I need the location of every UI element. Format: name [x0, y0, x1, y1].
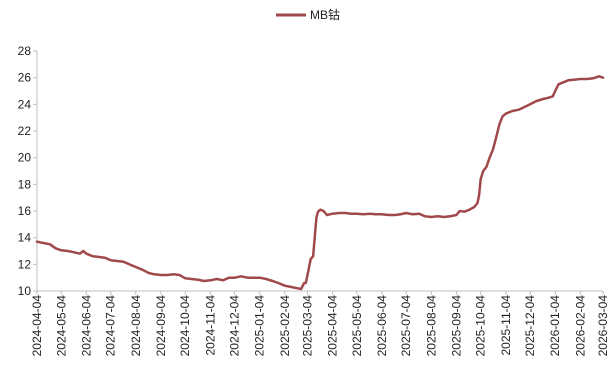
y-tick-label: 24 — [18, 97, 32, 111]
legend-label: MB钴 — [310, 7, 340, 22]
x-tick-label: 2025-09-04 — [449, 295, 463, 357]
y-tick-label: 14 — [18, 231, 32, 245]
x-tick-label: 2024-11-04 — [203, 295, 217, 356]
y-tick-label: 10 — [18, 284, 32, 298]
y-axis-ticks: 10 12 14 16 18 20 22 24 26 28 — [18, 44, 37, 298]
x-tick-label: 2026-03-04 — [596, 295, 608, 357]
x-tick-label: 2024-08-04 — [129, 295, 143, 357]
x-tick-label: 2024-09-04 — [154, 295, 168, 357]
x-tick-label: 2024-07-04 — [104, 295, 118, 357]
y-tick-label: 20 — [18, 151, 32, 165]
x-tick-label: 2024-10-04 — [178, 295, 192, 357]
x-tick-label: 2025-03-04 — [300, 295, 314, 357]
legend: MB钴 — [276, 7, 340, 22]
y-tick-label: 26 — [18, 71, 32, 85]
x-tick-label: 2024-05-04 — [54, 295, 68, 357]
x-tick-label: 2024-04-04 — [30, 295, 44, 357]
x-tick-label: 2025-01-04 — [253, 295, 267, 357]
x-tick-label: 2025-02-04 — [278, 295, 292, 357]
axes — [36, 51, 603, 292]
x-tick-label: 2025-08-04 — [424, 295, 438, 357]
x-tick-label: 2025-05-04 — [350, 295, 364, 357]
series-line — [35, 75, 605, 291]
x-tick-label: 2025-07-04 — [399, 295, 413, 357]
y-tick-label: 12 — [18, 257, 32, 271]
x-tick-label: 2025-11-04 — [499, 295, 513, 356]
x-tick-label: 2025-10-04 — [474, 295, 488, 357]
x-tick-label: 2025-12-04 — [523, 295, 537, 357]
y-tick-label: 22 — [18, 124, 32, 138]
x-tick-label: 2025-06-04 — [375, 295, 389, 357]
x-tick-label: 2024-12-04 — [228, 295, 242, 357]
y-tick-label: 18 — [18, 177, 32, 191]
y-tick-label: 16 — [18, 204, 32, 218]
x-tick-label: 2025-04-04 — [326, 295, 340, 357]
x-axis-ticks: 2024-04-04 2024-05-04 2024-06-04 2024-07-04… — [30, 291, 608, 356]
x-tick-label: 2026-02-04 — [573, 295, 587, 357]
y-tick-label: 28 — [18, 44, 32, 58]
x-tick-label: 2024-06-04 — [79, 295, 93, 357]
x-tick-label: 2026-01-04 — [548, 295, 562, 357]
